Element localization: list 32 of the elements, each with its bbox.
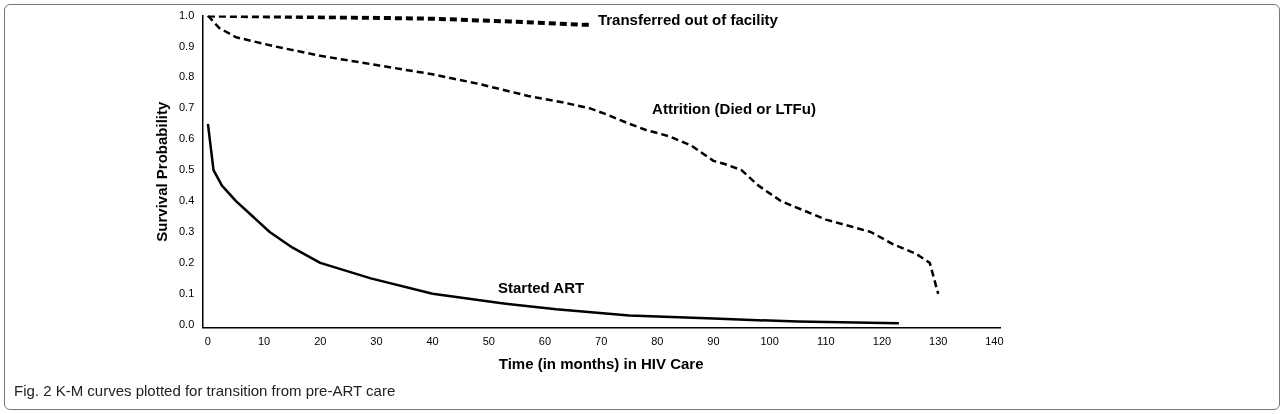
x-axis-title: Time (in months) in HIV Care bbox=[498, 355, 704, 373]
series-label: Transferred out of facility bbox=[597, 11, 779, 29]
x-tick-label: 60 bbox=[538, 335, 552, 348]
y-axis-title: Survival Probability bbox=[153, 101, 171, 242]
x-tick-label: 80 bbox=[651, 335, 664, 348]
x-tick-label: 70 bbox=[595, 335, 608, 348]
y-tick-label: 0.7 bbox=[178, 101, 195, 114]
series-label: Started ART bbox=[498, 279, 585, 297]
y-tick-label: 0.4 bbox=[178, 194, 195, 207]
y-tick-label: 0.9 bbox=[178, 39, 195, 52]
x-tick-label: 130 bbox=[929, 335, 948, 348]
x-tick-label: 100 bbox=[760, 335, 779, 348]
x-tick-label: 0 bbox=[204, 335, 211, 348]
series-label: Attrition (Died or LTFu) bbox=[652, 100, 816, 118]
x-tick-label: 110 bbox=[817, 335, 835, 348]
y-tick-label: 1.0 bbox=[178, 8, 195, 21]
x-tick-label: 50 bbox=[482, 335, 495, 348]
y-tick-label: 0.8 bbox=[178, 70, 195, 83]
x-tick-label: 40 bbox=[426, 335, 439, 348]
y-tick-label: 0.6 bbox=[178, 132, 195, 145]
y-tick-label: 0.0 bbox=[178, 317, 195, 330]
x-tick-label: 20 bbox=[314, 335, 327, 348]
x-tick-label: 140 bbox=[985, 335, 1004, 348]
y-tick-label: 0.5 bbox=[178, 163, 195, 176]
caption: Fig. 2 K-M curves plotted for transition from pre-ART care bbox=[14, 382, 396, 399]
y-tick-label: 0.3 bbox=[178, 225, 195, 238]
x-tick-label: 10 bbox=[257, 335, 271, 348]
y-tick-label: 0.2 bbox=[178, 255, 195, 268]
y-tick-label: 0.1 bbox=[178, 286, 195, 299]
x-tick-label: 90 bbox=[707, 335, 720, 348]
x-tick-label: 30 bbox=[370, 335, 383, 348]
x-tick-label: 120 bbox=[872, 335, 892, 348]
